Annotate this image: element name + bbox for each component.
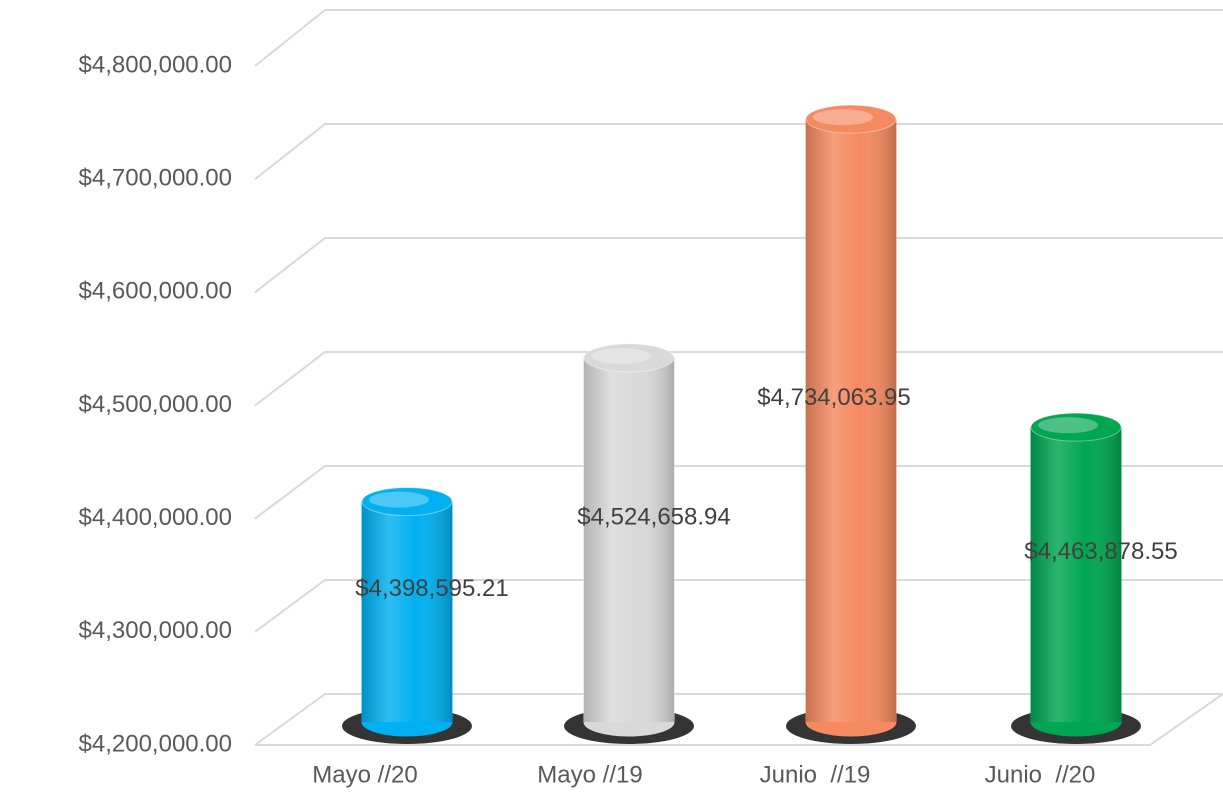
bar-top — [1030, 412, 1122, 442]
bar-top-glow — [591, 347, 651, 364]
bar-top-glow — [1038, 417, 1098, 434]
grid-line — [254, 9, 1223, 67]
grid-line — [254, 465, 1223, 520]
floor-edge — [255, 693, 1223, 746]
value-label: $4,524,658.94 — [577, 503, 730, 530]
bar-top-glow — [813, 109, 873, 126]
grid-line — [254, 351, 1223, 407]
grid-line — [254, 123, 1223, 180]
y-tick-label: $4,400,000.00 — [79, 504, 232, 531]
grid-line — [254, 237, 1223, 294]
y-tick-label: $4,500,000.00 — [79, 391, 232, 418]
bar-top — [361, 487, 453, 517]
bar-shade — [584, 357, 674, 722]
value-label: $4,463,878.55 — [1024, 538, 1177, 565]
x-tick-label: Junio //19 — [760, 761, 871, 788]
value-label: $4,398,595.21 — [355, 575, 508, 602]
value-label: $4,734,063.95 — [757, 384, 910, 411]
y-tick-label: $4,200,000.00 — [79, 730, 232, 757]
grid-line — [254, 579, 1223, 633]
bar-top — [583, 343, 675, 373]
bar-top — [805, 104, 897, 134]
y-tick-label: $4,800,000.00 — [79, 51, 232, 78]
bar-shade — [362, 501, 452, 722]
x-tick-label: Mayo //20 — [312, 761, 417, 788]
y-tick-label: $4,600,000.00 — [79, 278, 232, 305]
grid-line — [254, 693, 1223, 746]
y-tick-label: $4,700,000.00 — [79, 165, 232, 192]
bar-shade — [806, 119, 896, 722]
bar-shade — [1031, 427, 1121, 722]
x-tick-label: Mayo //19 — [537, 761, 642, 788]
y-tick-label: $4,300,000.00 — [79, 617, 232, 644]
bar-top-glow — [369, 491, 429, 508]
x-tick-label: Junio //20 — [985, 761, 1096, 788]
